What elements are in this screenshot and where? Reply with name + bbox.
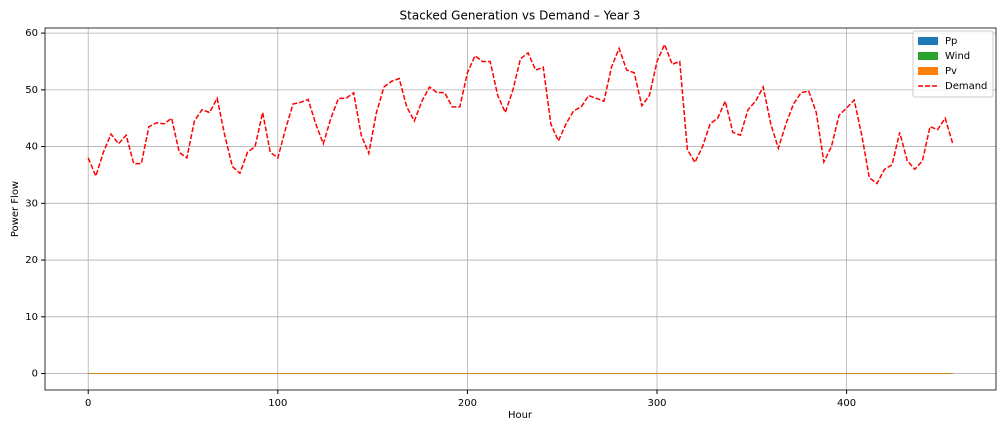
x-tick-label: 0 bbox=[85, 398, 91, 409]
legend-label: Demand bbox=[945, 81, 987, 92]
y-tick-label: 60 bbox=[25, 28, 38, 39]
x-axis-label: Hour bbox=[508, 410, 533, 421]
x-tick-label: 300 bbox=[647, 398, 666, 409]
y-tick-label: 10 bbox=[25, 312, 38, 323]
y-axis-label: Power Flow bbox=[10, 181, 21, 237]
y-tick-label: 20 bbox=[25, 255, 38, 266]
legend-label: Pp bbox=[945, 36, 957, 47]
x-tick-label: 200 bbox=[458, 398, 477, 409]
y-tick-label: 30 bbox=[25, 198, 38, 209]
legend-label: Pv bbox=[945, 66, 957, 77]
y-tick-label: 0 bbox=[32, 369, 38, 380]
legend-swatch bbox=[918, 52, 938, 60]
legend: Pp Wind Pv Demand bbox=[912, 30, 994, 98]
line bbox=[87, 42, 954, 185]
y-tick-label: 40 bbox=[25, 142, 38, 153]
legend-swatch bbox=[918, 37, 938, 45]
x-tick-label: 100 bbox=[268, 398, 287, 409]
legend-swatch bbox=[918, 67, 938, 75]
legend-label: Wind bbox=[945, 51, 970, 62]
plot-frame bbox=[44, 27, 997, 391]
legend-box bbox=[912, 30, 994, 98]
x-tick-label: 400 bbox=[837, 398, 856, 409]
y-tick-label: 50 bbox=[25, 85, 38, 96]
chart-title: Stacked Generation vs Demand – Year 3 bbox=[400, 9, 641, 23]
